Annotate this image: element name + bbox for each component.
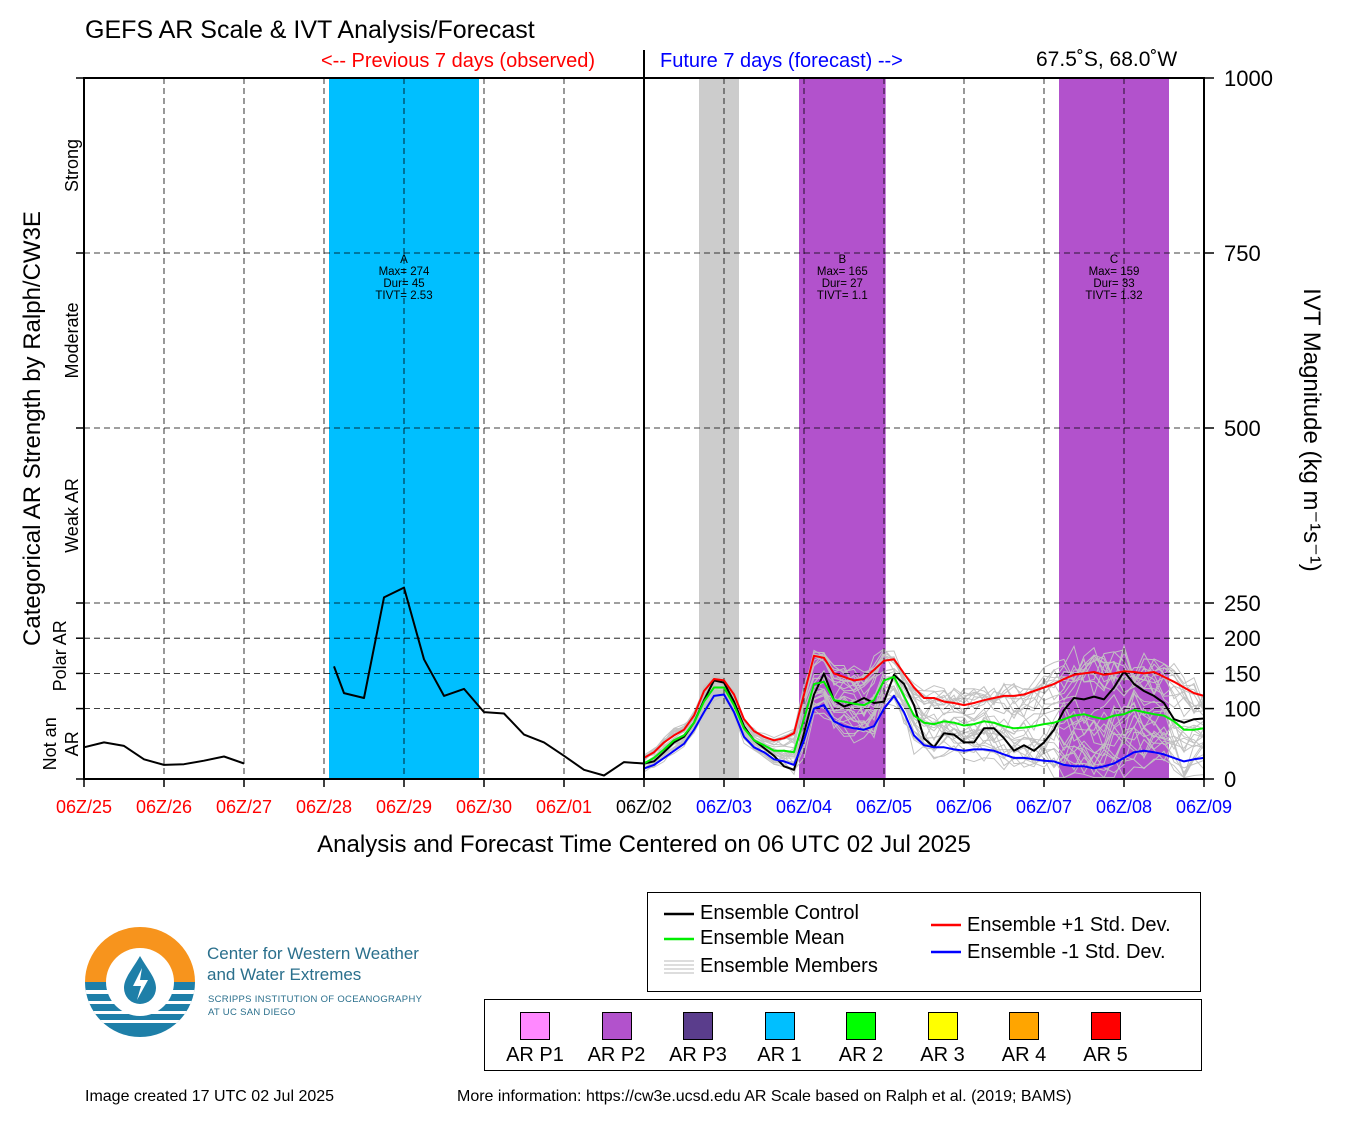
scale-swatch — [1090, 1012, 1121, 1040]
line-legend-swatches — [664, 912, 961, 974]
x-tick-label: 06Z/03 — [696, 797, 752, 817]
ar-annotation-A: Dur= 45 — [383, 278, 424, 290]
x-tick-label: 06Z/29 — [376, 797, 432, 817]
line-legend: Ensemble Control Ensemble Mean Ensemble … — [647, 892, 1201, 992]
y-tick-label: 200 — [1224, 626, 1261, 651]
scale-label: AR 1 — [757, 1044, 802, 1066]
future-days-label: Future 7 days (forecast) --> — [660, 50, 903, 72]
scale-label: AR 4 — [1001, 1044, 1047, 1066]
ensemble-member-line — [643, 675, 1205, 765]
ar-annotation-B: B — [838, 254, 846, 266]
ar-annotation-A: A — [400, 254, 408, 266]
ar-annotation-C: Max= 159 — [1089, 266, 1140, 278]
legend-plus-label: Ensemble +1 Std. Dev. — [967, 914, 1171, 936]
x-tick-label: 06Z/07 — [1016, 797, 1072, 817]
ar-annotation-A: TIVT= 2.53 — [375, 290, 432, 302]
ar-scale-legend: AR P1 AR P2 AR P3 AR 1 AR 2 AR 3 AR 4 AR 5 — [484, 999, 1202, 1071]
category-label: Moderate — [62, 302, 82, 378]
legend-control-label: Ensemble Control — [700, 902, 859, 924]
ar-annotation-C: TIVT= 1.32 — [1085, 290, 1142, 302]
x-tick-label: 06Z/05 — [856, 797, 912, 817]
x-tick-label: 06Z/30 — [456, 797, 512, 817]
logo-line4: AT UC SAN DIEGO — [208, 1007, 296, 1018]
ar-annotation-B: TIVT= 1.1 — [817, 290, 868, 302]
scale-swatch — [683, 1012, 713, 1040]
x-tick-label: 06Z/02 — [616, 797, 672, 817]
legend-members-label: Ensemble Members — [700, 955, 878, 977]
x-tick-label: 06Z/26 — [136, 797, 192, 817]
logo-line1: Center for Western Weather — [207, 944, 419, 963]
scale-swatch — [1009, 1012, 1039, 1040]
cw3e-logo-icon — [85, 927, 195, 1037]
series-lines — [83, 586, 1205, 777]
logo-line2: and Water Extremes — [207, 965, 362, 984]
scale-label: AR 2 — [838, 1044, 884, 1066]
scale-label: AR P3 — [669, 1044, 727, 1066]
ar-annotation-B: Max= 165 — [817, 266, 868, 278]
footer-info: More information: https://cw3e.ucsd.edu … — [457, 1088, 1072, 1105]
grey-band — [699, 78, 739, 779]
footer-created: Image created 17 UTC 02 Jul 2025 — [85, 1088, 335, 1105]
ar-annotation-C: C — [1110, 254, 1118, 266]
location-label: 67.5˚S, 68.0˚W — [1036, 48, 1178, 71]
x-tick-label: 06Z/01 — [536, 797, 592, 817]
y-tick-label: 100 — [1224, 697, 1261, 722]
series-ensemble-1-std-dev- — [643, 693, 1205, 770]
scale-swatch — [764, 1012, 795, 1040]
ar-annotation-B: Dur= 27 — [822, 278, 863, 290]
axes — [76, 50, 1214, 787]
y-tick-label: 1000 — [1224, 66, 1273, 91]
y-axis-left-title: Categorical AR Strength by Ralph/CW3E — [19, 211, 46, 646]
scale-label: AR P2 — [587, 1044, 646, 1066]
x-tick-label: 06Z/08 — [1096, 797, 1152, 817]
y-tick-label: 250 — [1224, 591, 1261, 616]
x-tick-label: 06Z/25 — [56, 797, 112, 817]
y-tick-label: 750 — [1224, 241, 1261, 266]
x-tick-label: 06Z/06 — [936, 797, 992, 817]
logo-line3: SCRIPPS INSTITUTION OF OCEANOGRAPHY — [208, 994, 423, 1005]
scale-label: AR 3 — [920, 1044, 965, 1066]
series-ensemble-control — [643, 670, 1205, 771]
y-tick-label: 0 — [1224, 767, 1236, 792]
scale-label: AR P1 — [506, 1044, 564, 1066]
chart-title: GEFS AR Scale & IVT Analysis/Forecast — [85, 16, 535, 44]
category-label: Strong — [62, 139, 82, 192]
previous-days-label: <-- Previous 7 days (observed) — [321, 50, 596, 72]
ar-bands — [329, 78, 1169, 779]
x-tick-label: 06Z/28 — [296, 797, 352, 817]
legend-minus-label: Ensemble -1 Std. Dev. — [967, 941, 1166, 963]
scale-swatch — [601, 1012, 632, 1040]
scale-swatch — [927, 1012, 958, 1040]
y-tick-label: 150 — [1224, 661, 1261, 686]
scale-swatch — [846, 1012, 876, 1040]
x-tick-label: 06Z/09 — [1176, 797, 1232, 817]
scale-label: AR 5 — [1083, 1044, 1128, 1066]
series-ensemble-mean — [643, 675, 1205, 765]
scale-swatch — [520, 1012, 550, 1040]
x-axis-title: Analysis and Forecast Time Centered on 0… — [317, 831, 971, 858]
category-label: Not an — [40, 717, 60, 770]
series-ensemble-control — [333, 586, 645, 777]
category-label: Polar AR — [50, 620, 70, 691]
ar-annotation-A: Max= 274 — [379, 266, 430, 278]
y-axis-right-title: IVT Magnitude (kg m⁻¹s⁻¹) — [1298, 288, 1325, 572]
series-ensemble-1-std-dev- — [643, 654, 1205, 759]
axis-labels: 06Z/25 06Z/26 06Z/27 06Z/28 06Z/29 06Z/30 06Z/… — [19, 66, 1325, 858]
legend-members-swatch — [664, 960, 694, 974]
y-tick-label: 500 — [1224, 416, 1261, 441]
ensemble-member-line — [643, 646, 1205, 758]
category-label: Weak AR — [62, 478, 82, 553]
series-ensemble-control — [83, 741, 245, 766]
x-tick-label: 06Z/27 — [216, 797, 272, 817]
x-tick-label: 06Z/04 — [776, 797, 832, 817]
ar-annotation-C: Dur= 33 — [1093, 278, 1134, 290]
legend-mean-label: Ensemble Mean — [700, 927, 845, 949]
category-label: AR — [62, 731, 82, 756]
